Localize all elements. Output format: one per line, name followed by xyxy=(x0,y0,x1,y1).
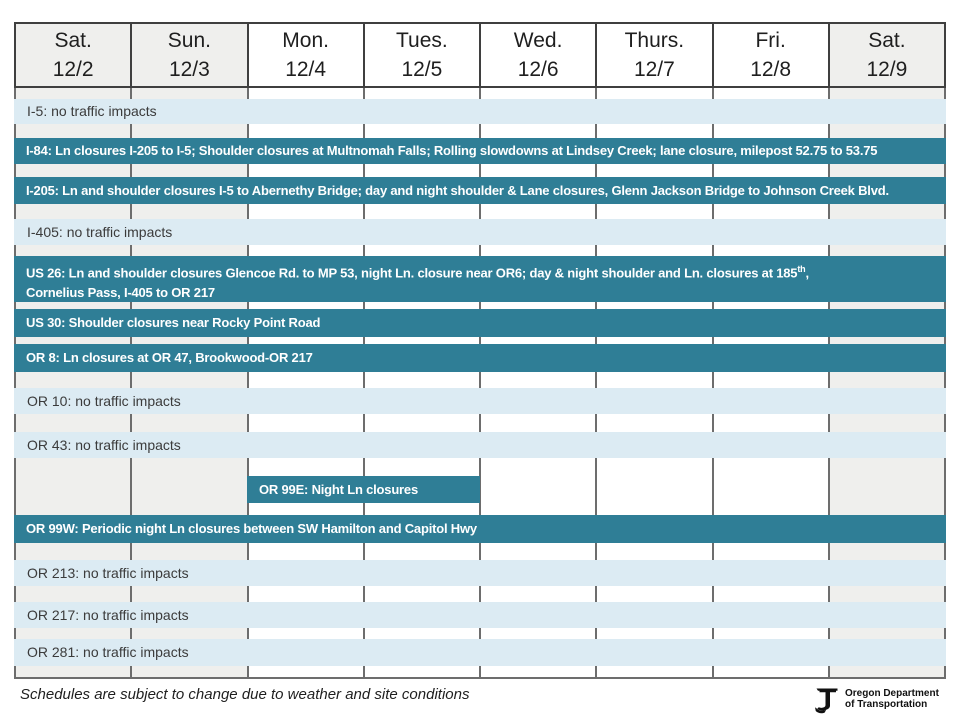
us26-line1-comma: , xyxy=(805,265,809,281)
day-header-wed-12-6: Wed. 12/6 xyxy=(479,24,596,86)
odot-logo: Oregon Department of Transportation xyxy=(812,684,939,714)
schedule-bar-i405: I-405: no traffic impacts xyxy=(14,219,946,245)
schedule-bar-i205: I-205: Ln and shoulder closures I-5 to A… xyxy=(14,177,946,204)
schedule-bar-or10: OR 10: no traffic impacts xyxy=(14,388,946,414)
day-header-sun-12-3: Sun. 12/3 xyxy=(130,24,247,86)
schedule-bar-or281: OR 281: no traffic impacts xyxy=(14,639,946,666)
odot-logo-line1: Oregon Department xyxy=(845,688,939,699)
day-label: Tues. xyxy=(396,29,448,52)
us26-line2: Cornelius Pass, I-405 to OR 217 xyxy=(26,285,215,301)
day-header-sat-12-9: Sat. 12/9 xyxy=(827,24,944,86)
schedule-bar-or43: OR 43: no traffic impacts xyxy=(14,432,946,458)
us26-line1-text: US 26: Ln and shoulder closures Glencoe … xyxy=(26,265,798,281)
day-label: Fri. xyxy=(755,29,786,52)
us26-line1: US 26: Ln and shoulder closures Glencoe … xyxy=(26,259,946,283)
day-date: 12/9 xyxy=(866,58,908,81)
schedule-bar-or99w: OR 99W: Periodic night Ln closures betwe… xyxy=(14,515,946,543)
day-label: Sun. xyxy=(167,29,211,52)
day-date: 12/5 xyxy=(401,58,443,81)
schedule-bar-us30: US 30: Shoulder closures near Rocky Poin… xyxy=(14,309,946,337)
day-date: 12/6 xyxy=(517,58,559,81)
day-date: 12/2 xyxy=(52,58,94,81)
day-header-mon-12-4: Mon. 12/4 xyxy=(246,24,363,86)
schedule-bar-us26: US 26: Ln and shoulder closures Glencoe … xyxy=(14,256,946,302)
schedule-bar-i84: I-84: Ln closures I-205 to I-5; Shoulder… xyxy=(14,138,946,164)
schedule-disclaimer: Schedules are subject to change due to w… xyxy=(20,686,470,703)
day-date: 12/4 xyxy=(285,58,327,81)
schedule-bar-or213: OR 213: no traffic impacts xyxy=(14,560,946,586)
day-label: Thurs. xyxy=(624,29,685,52)
schedule-bar-or8: OR 8: Ln closures at OR 47, Brookwood-OR… xyxy=(14,344,946,372)
day-header-sat-12-2: Sat. 12/2 xyxy=(16,24,131,86)
day-header-tues-12-5: Tues. 12/5 xyxy=(362,24,479,86)
schedule-bar-or99e: OR 99E: Night Ln closures xyxy=(247,476,480,503)
odot-logo-icon xyxy=(815,688,838,714)
day-label: Sat. xyxy=(54,29,92,52)
day-date: 12/3 xyxy=(168,58,210,81)
day-label: Sat. xyxy=(868,29,906,52)
odot-logo-line2: of Transportation xyxy=(845,699,928,710)
day-label: Wed. xyxy=(513,29,563,52)
schedule-bar-or217: OR 217: no traffic impacts xyxy=(14,602,946,628)
day-label: Mon. xyxy=(282,29,329,52)
day-header-thurs-12-7: Thurs. 12/7 xyxy=(595,24,712,86)
schedule-bar-i5: I-5: no traffic impacts xyxy=(14,99,946,124)
day-header-fri-12-8: Fri. 12/8 xyxy=(711,24,828,86)
day-date: 12/8 xyxy=(750,58,792,81)
day-date: 12/7 xyxy=(633,58,675,81)
us26-superscript: th xyxy=(797,264,806,274)
day-header-row: Sat. 12/2 Sun. 12/3 Mon. 12/4 Tues. 12/5… xyxy=(14,22,946,88)
